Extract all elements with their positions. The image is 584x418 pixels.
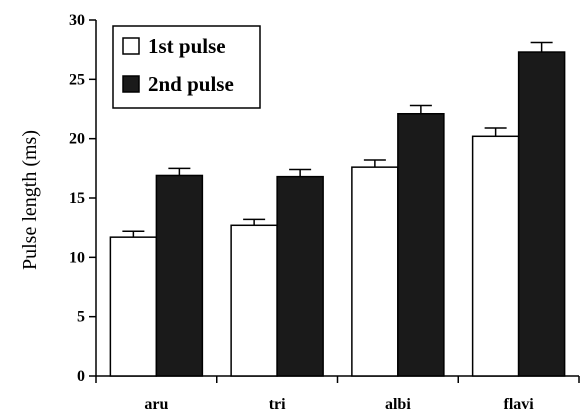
y-tick-label: 0 bbox=[77, 368, 85, 385]
bar-first-pulse-flavi bbox=[471, 135, 520, 377]
bar-first-pulse-tri bbox=[230, 224, 278, 377]
y-tick-label: 5 bbox=[77, 309, 85, 326]
y-tick-label: 30 bbox=[69, 12, 85, 29]
bars bbox=[109, 41, 566, 377]
y-axis-title: Pulse length (ms) bbox=[19, 130, 41, 270]
legend-label: 1st pulse bbox=[148, 34, 226, 58]
x-axis: aru tri albi flavi bbox=[95, 375, 580, 413]
bar-second-pulse-aru bbox=[155, 174, 204, 377]
bar-second-pulse-tri bbox=[276, 175, 324, 377]
bar-first-pulse-albi bbox=[351, 166, 399, 377]
y-tick-label: 15 bbox=[69, 190, 85, 207]
bar-first-pulse-aru bbox=[109, 236, 158, 377]
legend-swatch bbox=[122, 37, 140, 55]
x-category-label: aru bbox=[144, 396, 168, 413]
x-category-label: albi bbox=[385, 396, 411, 413]
y-tick-label: 20 bbox=[69, 131, 85, 148]
y-axis: 0 5 10 15 20 25 30 bbox=[69, 12, 97, 385]
y-tick-label: 25 bbox=[69, 71, 85, 88]
bar-second-pulse-albi bbox=[397, 112, 445, 377]
x-category-label: flavi bbox=[504, 396, 535, 413]
bar-second-pulse-flavi bbox=[517, 51, 566, 377]
x-category-label: tri bbox=[269, 396, 286, 413]
legend: 1st pulse 2nd pulse bbox=[112, 25, 261, 109]
legend-swatch bbox=[122, 75, 140, 93]
legend-label: 2nd pulse bbox=[148, 72, 234, 96]
y-tick-label: 10 bbox=[69, 249, 85, 266]
